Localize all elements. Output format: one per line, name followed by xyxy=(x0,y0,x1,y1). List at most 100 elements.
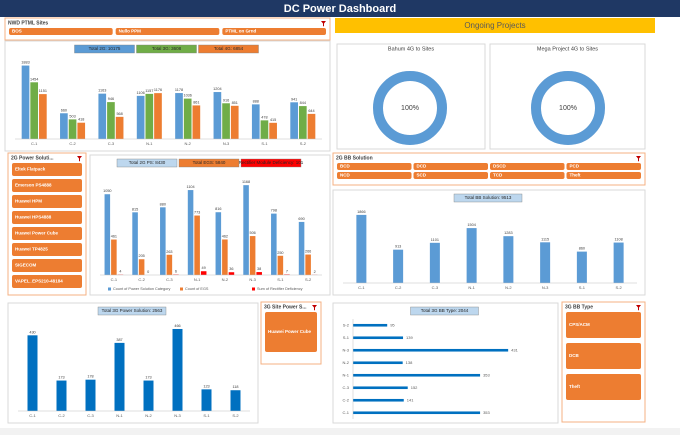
x-tick-label: N-2 xyxy=(184,141,191,146)
x-tick-label: S-1 xyxy=(261,141,268,146)
x-tick-label: C-3 xyxy=(166,277,173,282)
donut-title: Mega Project 4G to Sites xyxy=(537,46,598,52)
data-label: 415 xyxy=(270,118,276,122)
bar xyxy=(614,243,624,283)
bar xyxy=(278,256,284,275)
data-label: 353 xyxy=(483,372,490,377)
bar xyxy=(353,361,403,364)
slicer-button-label: DSCD xyxy=(493,164,507,169)
data-label: 430 xyxy=(29,330,35,334)
slicer-button-label: BOS xyxy=(12,29,22,34)
bar xyxy=(577,252,587,283)
data-label: 798 xyxy=(271,209,277,213)
data-label: 1104 xyxy=(186,185,194,189)
bar xyxy=(305,255,311,275)
slicer-button-label: CPS/ACM xyxy=(569,322,590,327)
bar xyxy=(201,271,207,275)
data-label: 946 xyxy=(108,97,114,101)
bar xyxy=(222,239,228,275)
badge-label: Total EGS: 5840 xyxy=(193,160,226,165)
data-label: 152 xyxy=(411,385,418,390)
bar xyxy=(243,185,249,275)
x-tick-label: C-1 xyxy=(358,285,365,290)
bar xyxy=(28,335,38,411)
x-tick-label: C-3 xyxy=(108,141,115,146)
legend-label: Count of EGS xyxy=(185,287,209,291)
data-label: 916 xyxy=(223,98,229,102)
badge-label: Total BB Solution: 9513 xyxy=(465,195,512,200)
data-label: 95 xyxy=(390,322,395,327)
x-tick-label: C-3 xyxy=(87,413,94,418)
bar xyxy=(353,336,403,339)
x-tick-label: C-1 xyxy=(111,277,118,282)
x-tick-label: C-1 xyxy=(31,141,38,146)
bar xyxy=(229,272,235,275)
data-label: 205 xyxy=(138,254,144,258)
x-tick-label: S-1 xyxy=(579,285,586,290)
data-label: 1050 xyxy=(103,189,111,193)
data-label: 913 xyxy=(395,245,401,249)
slicer-button-label: PTML on Grnd xyxy=(225,29,256,34)
bar xyxy=(30,82,38,139)
bar xyxy=(173,329,183,411)
slicer-title: 3G BB Type xyxy=(565,304,593,310)
data-label: 888 xyxy=(253,99,259,103)
bar xyxy=(252,104,260,139)
bar xyxy=(353,374,480,377)
bar xyxy=(77,123,85,139)
slicer-title: 2G Power Soluti... xyxy=(11,155,54,161)
data-label: 1168 xyxy=(242,180,250,184)
slicer-button-label: VAPEL_EPS210-48184 xyxy=(15,279,63,284)
data-label: 660 xyxy=(61,108,67,112)
slicer-title: 2G BB Solution xyxy=(336,155,373,161)
data-label: 941 xyxy=(291,97,297,101)
bar xyxy=(175,93,183,139)
bar xyxy=(86,380,96,411)
data-label: 173 xyxy=(58,376,64,380)
y-tick-label: C-3 xyxy=(343,385,350,390)
x-tick-label: C-2 xyxy=(138,277,145,282)
data-label: 503 xyxy=(69,114,75,118)
data-label: 250 xyxy=(277,251,283,255)
slicer-button-label: DCD xyxy=(417,164,427,169)
slicer-button[interactable] xyxy=(9,28,113,35)
x-tick-label: N-3 xyxy=(174,413,181,418)
bar xyxy=(299,106,307,139)
bar xyxy=(256,272,262,275)
data-label: 1115 xyxy=(541,237,549,241)
data-label: 1108 xyxy=(615,238,623,242)
slicer-button-label: Theft xyxy=(569,384,580,389)
data-label: 1504 xyxy=(467,223,475,227)
data-label: 1283 xyxy=(504,231,512,235)
data-label: 266 xyxy=(305,250,311,254)
slicer-button-label: BCD xyxy=(340,164,350,169)
badge-label: Rectifier Module Deficiency: 101 xyxy=(239,160,304,165)
data-label: 644 xyxy=(308,109,314,113)
slicer-button-label: PCD xyxy=(570,164,580,169)
dashboard-title: DC Power Dashboard xyxy=(284,3,396,15)
y-tick-label: S-1 xyxy=(343,335,350,340)
bar xyxy=(222,103,230,139)
bar xyxy=(353,386,408,389)
bar xyxy=(290,102,298,139)
x-tick-label: N-3 xyxy=(542,285,549,290)
bar xyxy=(216,212,222,275)
slicer-title: 3G Site Power S... xyxy=(264,304,307,310)
x-tick-label: S-1 xyxy=(277,277,284,282)
data-label: 0 xyxy=(147,270,149,274)
bar xyxy=(137,96,145,139)
data-label: 1204 xyxy=(213,87,221,91)
slicer-button-label: Huawei HPM xyxy=(15,199,42,204)
data-label: 173 xyxy=(145,376,151,380)
bar xyxy=(60,113,68,139)
legend-swatch xyxy=(108,288,111,291)
data-label: 851 xyxy=(232,101,238,105)
chart-panel xyxy=(490,44,645,149)
bar xyxy=(194,216,200,275)
slicer-button-label: TCD xyxy=(493,173,503,178)
data-label: 880 xyxy=(160,202,166,206)
data-label: 860 xyxy=(579,247,585,251)
data-label: 431 xyxy=(511,347,518,352)
bar xyxy=(57,381,67,411)
